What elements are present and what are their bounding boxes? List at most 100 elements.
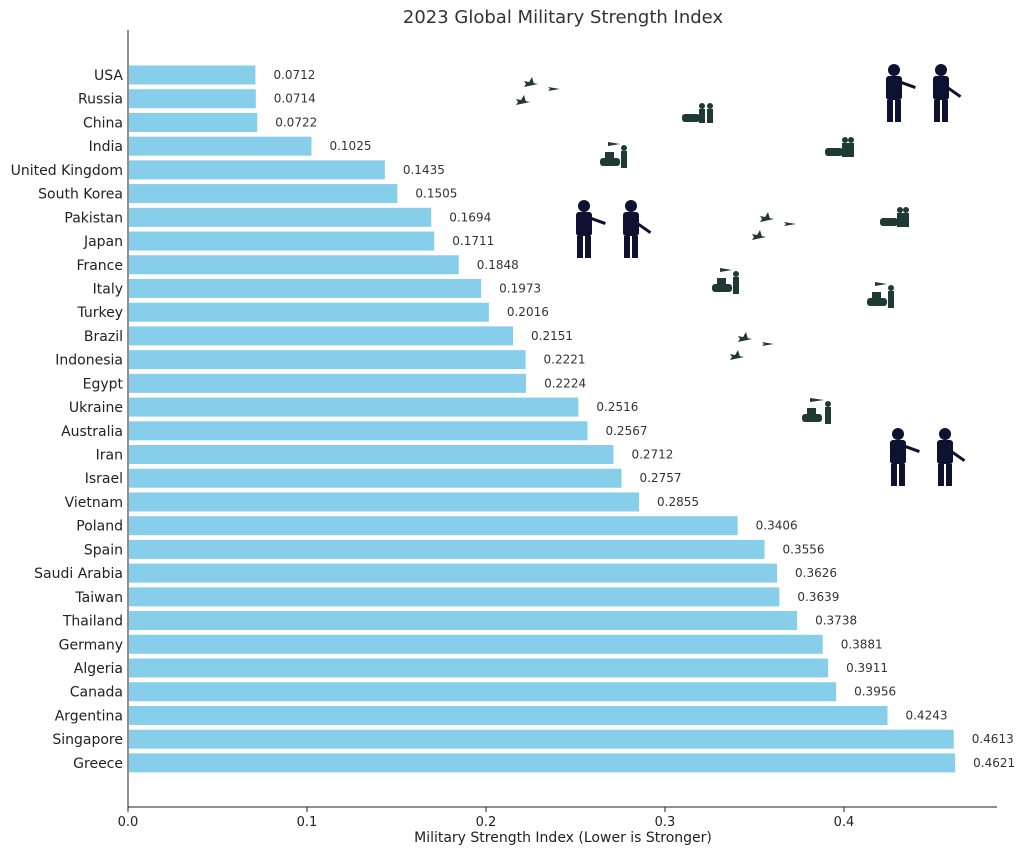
value-label: 0.2757 [640, 471, 682, 485]
bar-23 [129, 611, 798, 631]
category-label: India [89, 139, 123, 155]
value-label: 0.1025 [329, 139, 371, 153]
value-label: 0.2016 [507, 305, 549, 319]
bar-1 [129, 89, 256, 109]
bar-14 [129, 397, 579, 417]
bar-6 [129, 207, 432, 227]
value-label: 0.1435 [403, 163, 445, 177]
value-label: 0.1505 [415, 187, 457, 201]
category-label: Greece [73, 756, 123, 772]
value-label: 0.2221 [544, 353, 586, 367]
category-label: Italy [93, 281, 123, 297]
category-label: Russia [78, 92, 123, 108]
category-label: Thailand [62, 614, 123, 630]
bar-16 [129, 445, 614, 465]
category-label: USA [94, 68, 123, 84]
category-label: Germany [59, 637, 123, 653]
bar-2 [129, 112, 258, 132]
category-label: Ukraine [69, 400, 123, 416]
tank-soldier-icon [802, 398, 831, 424]
category-label: Singapore [52, 732, 123, 748]
bar-10 [129, 302, 489, 322]
category-label: Saudi Arabia [34, 566, 123, 582]
soldier-pair-icon [890, 428, 966, 486]
value-label: 0.2224 [544, 376, 586, 390]
category-label: Poland [76, 519, 123, 535]
value-label: 0.1711 [452, 234, 494, 248]
value-label: 0.3956 [854, 685, 896, 699]
bar-27 [129, 705, 888, 725]
value-label: 0.1973 [499, 281, 541, 295]
bar-12 [129, 350, 526, 370]
fighter-jet-icon [516, 77, 560, 105]
bar-5 [129, 184, 398, 204]
bar-8 [129, 255, 459, 275]
category-label: Argentina [55, 708, 123, 724]
x-axis-label: Military Strength Index (Lower is Strong… [414, 830, 712, 846]
bars [129, 65, 956, 773]
category-label: Spain [84, 542, 123, 558]
value-label: 0.3738 [815, 614, 857, 628]
tank-soldier-icon [880, 207, 909, 227]
category-label: Israel [85, 471, 123, 487]
chart-title: 2023 Global Military Strength Index [403, 7, 724, 28]
x-ticks: 0.0 0.1 0.2 0.3 0.4 [118, 807, 855, 830]
bar-21 [129, 563, 778, 583]
soldier-pair-icon [576, 200, 652, 258]
x-tick-label: 0.2 [476, 815, 497, 830]
value-label: 0.0722 [275, 115, 317, 129]
value-labels: 0.0712 0.0714 0.0722 0.1025 0.1435 0.1505 0.16… [273, 68, 1015, 770]
bar-29 [129, 753, 956, 773]
bar-20 [129, 539, 765, 559]
value-label: 0.1848 [477, 258, 519, 272]
bar-7 [129, 231, 435, 251]
bar-13 [129, 373, 527, 393]
bar-19 [129, 516, 738, 536]
category-label: Japan [83, 234, 123, 250]
bar-28 [129, 729, 954, 749]
bar-0 [129, 65, 256, 85]
value-label: 0.3556 [783, 542, 825, 556]
tank-soldier-icon [712, 268, 739, 294]
category-label: Brazil [84, 329, 123, 345]
value-label: 0.3911 [846, 661, 888, 675]
category-label: China [83, 115, 123, 131]
category-label: Egypt [83, 376, 124, 392]
soldier-pair-icon [886, 64, 962, 122]
value-label: 0.4613 [972, 732, 1014, 746]
bar-9 [129, 278, 482, 298]
category-label: Turkey [76, 305, 123, 321]
value-label: 0.2516 [596, 400, 638, 414]
category-label: Pakistan [64, 210, 123, 226]
category-label: South Korea [38, 187, 123, 203]
value-label: 0.2567 [605, 424, 647, 438]
value-label: 0.0714 [274, 92, 316, 106]
value-label: 0.3881 [841, 637, 883, 651]
value-label: 0.2712 [631, 448, 673, 462]
decorative-silhouettes [516, 64, 966, 486]
category-label: Taiwan [74, 590, 123, 606]
tank-soldier-icon [825, 137, 854, 157]
bar-24 [129, 634, 823, 654]
bar-15 [129, 421, 588, 441]
value-label: 0.4621 [973, 756, 1015, 770]
value-label: 0.0712 [273, 68, 315, 82]
value-label: 0.3626 [795, 566, 837, 580]
bar-22 [129, 587, 780, 607]
bar-4 [129, 160, 385, 180]
fighter-jet-icon [752, 212, 796, 240]
category-label: Indonesia [55, 353, 123, 369]
value-label: 0.4243 [905, 708, 947, 722]
x-tick-label: 0.4 [834, 815, 855, 830]
category-label: Canada [70, 685, 123, 701]
category-label: Iran [96, 448, 123, 464]
bar-17 [129, 468, 622, 488]
value-label: 0.2855 [657, 495, 699, 509]
value-label: 0.3406 [756, 519, 798, 533]
tank-soldier-icon [867, 282, 894, 308]
value-label: 0.2151 [531, 329, 573, 343]
x-tick-label: 0.0 [118, 815, 139, 830]
x-tick-label: 0.1 [297, 815, 318, 830]
category-label: Vietnam [65, 495, 123, 511]
